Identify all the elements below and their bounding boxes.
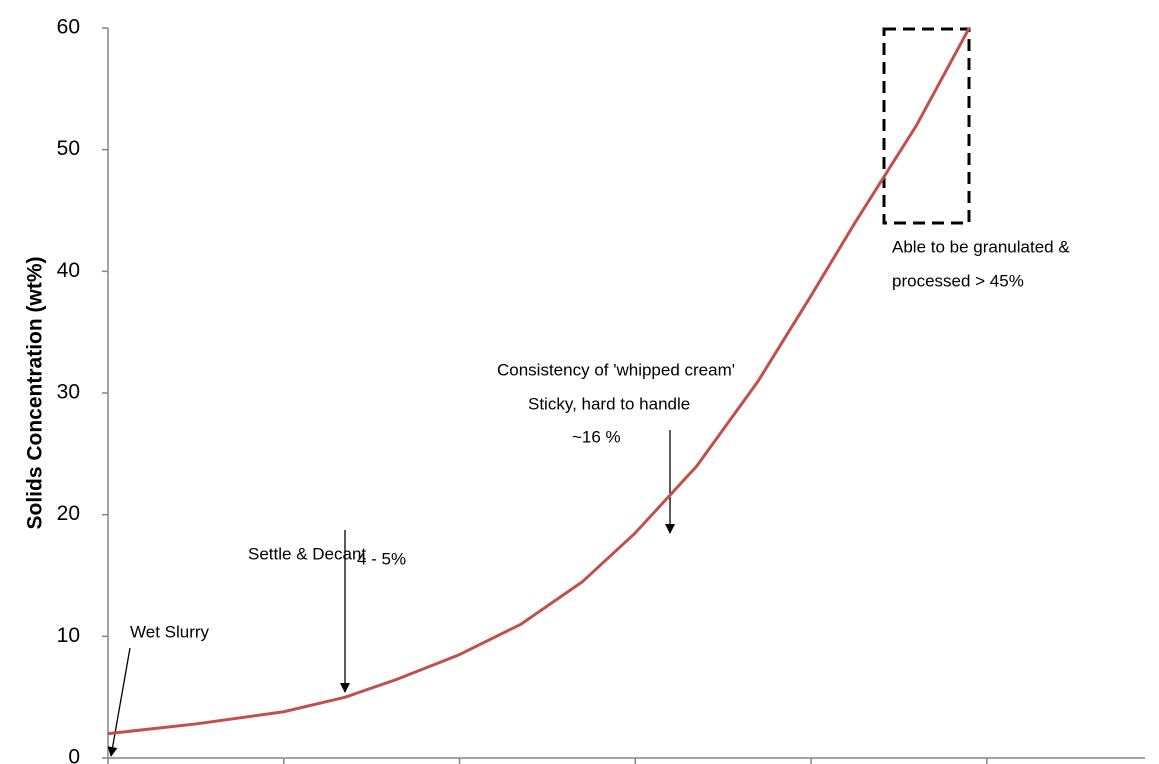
y-tick-label: 60: [57, 16, 80, 39]
y-tick-label: 0: [68, 746, 80, 764]
annotation: 4 - 5%: [357, 549, 406, 568]
highlight-box: [882, 27, 971, 225]
annotation: Able to be granulated &: [892, 237, 1070, 256]
y-axis-label: Solids Concentration (wt%): [24, 257, 47, 530]
y-tick-label: 10: [57, 624, 80, 647]
annotation: Sticky, hard to handle: [528, 394, 690, 413]
y-tick-label: 30: [57, 381, 80, 404]
y-tick-label: 20: [57, 502, 80, 525]
annotation: ~16 %: [572, 427, 621, 446]
annotation: Settle & Decant: [248, 544, 366, 563]
data-line: [107, 27, 971, 736]
annotation: Consistency of 'whipped cream': [497, 360, 735, 379]
annotation: processed > 45%: [892, 271, 1024, 290]
y-tick-label: 40: [57, 259, 80, 282]
y-tick-label: 50: [57, 137, 80, 160]
arrow: [107, 647, 131, 757]
annotation: Wet Slurry: [130, 622, 210, 641]
